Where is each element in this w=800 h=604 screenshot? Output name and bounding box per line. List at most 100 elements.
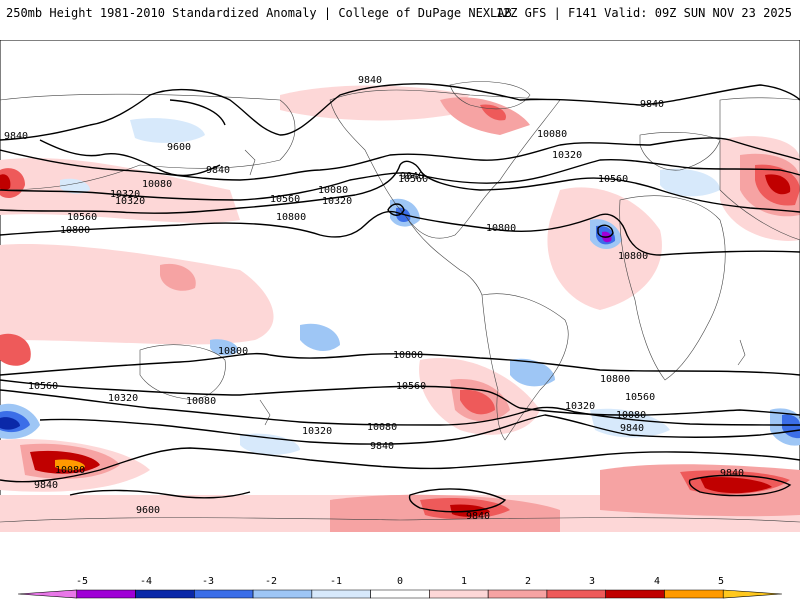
contour-low-atlantic	[597, 224, 614, 238]
contour-label: 10320	[115, 196, 145, 207]
japan	[244, 149, 256, 176]
colorbar-tick: -4	[140, 576, 152, 587]
colorbar-swatch	[311, 589, 371, 599]
contour-10080-south	[39, 414, 800, 445]
colorbar-tick: 3	[589, 576, 595, 587]
contour-label: 9840	[640, 99, 664, 110]
contour-9600-south	[69, 489, 251, 499]
contour-label: 10560	[598, 174, 628, 185]
colorbar-swatch	[194, 589, 254, 599]
colorbar-swatch	[370, 589, 430, 599]
contour-10800-north	[0, 210, 800, 256]
anomaly-patch	[0, 417, 20, 430]
model-valid-time: 12Z GFS | F141 Valid: 09Z SUN NOV 23 202…	[495, 6, 792, 20]
colorbar-tick: -3	[202, 576, 214, 587]
contour-label: 10560	[625, 392, 655, 403]
contour-10320-north	[0, 158, 800, 201]
colorbar-tick: 1	[461, 576, 467, 587]
contour-label: 10560	[28, 381, 58, 392]
contour-label: 9840	[620, 423, 644, 434]
contour-label-group: 9840 9840 9840 9600 9840 10080 10080 103…	[4, 75, 744, 522]
contour-10560-south	[0, 379, 800, 416]
contour-label: 10320	[108, 393, 138, 404]
colorbar: -5 -4 -3 -2 -1 0 1 2 3 4 5	[0, 572, 800, 600]
contour-label: 10080	[367, 422, 397, 433]
continent-africa	[619, 195, 726, 381]
anomaly-patch	[300, 323, 340, 352]
map-title: 250mb Height 1981-2010 Standardized Anom…	[6, 6, 512, 20]
anomaly-patch	[0, 244, 274, 345]
contour-label: 9600	[167, 142, 191, 153]
contour-9840-south	[0, 447, 800, 483]
colorbar-swatch	[546, 589, 606, 599]
contour-10560-north	[0, 160, 800, 214]
contour-label: 10080	[537, 129, 567, 140]
continent-antarctica	[0, 517, 800, 523]
anomaly-patch	[210, 339, 239, 356]
contour-label: 9840	[34, 480, 58, 491]
continent-australia	[139, 344, 226, 401]
contour-label: 10560	[270, 194, 300, 205]
contour-label: 9840	[206, 165, 230, 176]
contour-9840-inner	[169, 99, 226, 126]
contour-label: 9840	[400, 171, 424, 182]
contour-label: 10080	[142, 179, 172, 190]
contour-label: 10080	[186, 396, 216, 407]
contour-label: 10800	[60, 225, 90, 236]
colorbar-tick: -1	[330, 576, 342, 587]
contour-label: 9840	[358, 75, 382, 86]
contour-10800-south	[0, 352, 800, 376]
anomaly-patch	[55, 459, 85, 471]
contour-label: 9840	[370, 441, 394, 452]
anomaly-shading	[0, 85, 800, 532]
continent-central-america	[404, 214, 483, 296]
anomaly-patch	[700, 477, 772, 494]
contour-label: 9600	[136, 505, 160, 516]
anomaly-patch	[280, 85, 470, 121]
contour-label: 10800	[276, 212, 306, 223]
contour-label: 10320	[322, 196, 352, 207]
anomaly-patch	[0, 157, 240, 223]
anomaly-patch	[440, 97, 530, 135]
contour-low-mexico	[387, 203, 405, 216]
anomaly-patch	[460, 389, 495, 415]
contour-10080-north	[0, 137, 800, 181]
new-zealand	[259, 399, 271, 426]
contour-9600-north	[39, 139, 221, 177]
colorbar-swatch	[605, 589, 665, 599]
contour-label: 10320	[565, 401, 595, 412]
colorbar-swatch	[135, 589, 195, 599]
contour-9840-antarctic-2	[688, 474, 792, 497]
contour-label: 10080	[318, 185, 348, 196]
contour-label: 9840	[4, 131, 28, 142]
colorbar-tick: 2	[525, 576, 531, 587]
contour-label: 10320	[302, 426, 332, 437]
continent-south-america	[481, 293, 569, 441]
contour-label: 10800	[600, 374, 630, 385]
colorbar-tick: 0	[397, 576, 403, 587]
colorbar-tick: 4	[654, 576, 660, 587]
anomaly-patch	[0, 333, 31, 366]
contour-label: 10320	[552, 150, 582, 161]
contour-label: 10800	[486, 223, 516, 234]
contour-label: 10560	[396, 381, 426, 392]
contour-9840-antarctic-1	[408, 488, 507, 513]
map-svg: 9840 9840 9840 9600 9840 10080 10080 103…	[0, 39, 800, 533]
anomaly-patch	[510, 358, 555, 387]
anomaly-patch	[130, 118, 205, 143]
coastlines	[0, 81, 800, 523]
anomaly-patch	[0, 174, 11, 191]
colorbar-swatch	[252, 589, 313, 599]
anomaly-patch	[660, 168, 720, 197]
colorbar-tick: -5	[76, 576, 88, 587]
anomaly-patch	[160, 263, 196, 291]
colorbar-swatch	[722, 589, 783, 599]
colorbar-svg: -5 -4 -3 -2 -1 0 1 2 3 4 5	[17, 576, 783, 599]
colorbar-swatch	[17, 589, 78, 599]
colorbar-ticks: -5 -4 -3 -2 -1 0 1 2 3 4 5	[76, 576, 724, 587]
contour-label: 10080	[55, 465, 85, 476]
colorbar-tick: 5	[718, 576, 724, 587]
contour-label: 10800	[618, 251, 648, 262]
contour-label: 10800	[393, 350, 423, 361]
